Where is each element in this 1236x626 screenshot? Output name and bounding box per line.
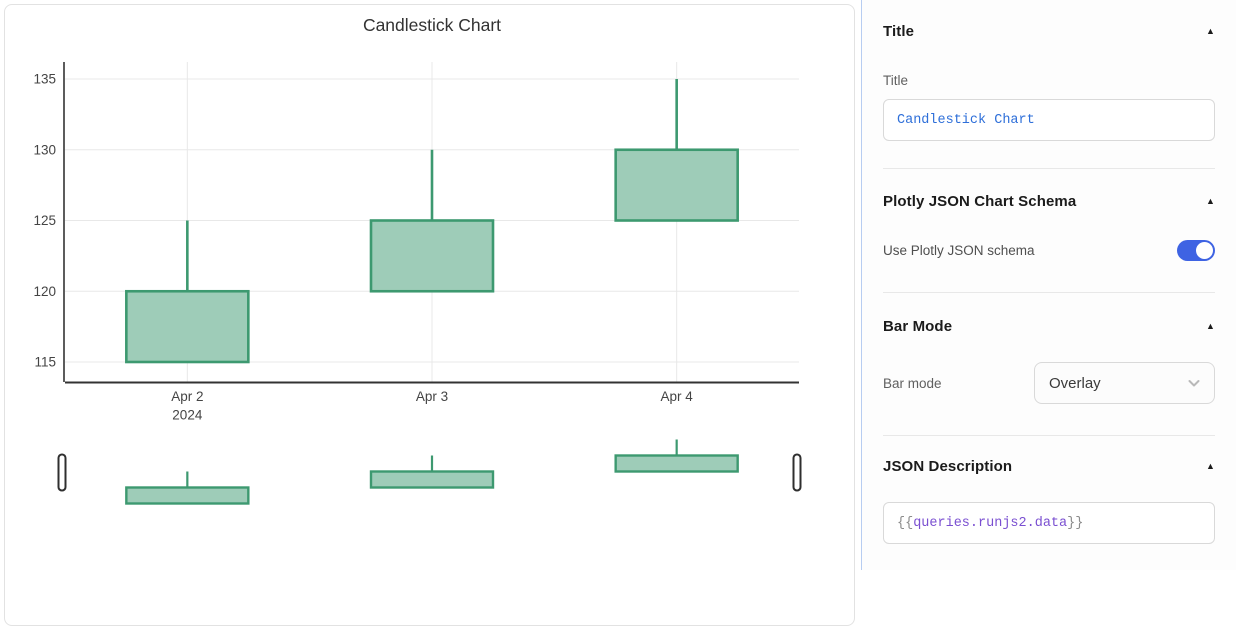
section-json-heading: JSON Description	[883, 458, 1013, 475]
candlestick[interactable]	[125, 289, 250, 364]
section-schema-header: Plotly JSON Chart Schema ▲	[883, 193, 1215, 210]
y-tick-label: 120	[33, 284, 56, 299]
y-tick-label: 125	[33, 213, 56, 228]
section-json-description: JSON Description ▲ {{queries.runjs2.data…	[883, 436, 1215, 564]
rangeslider-candlestick	[614, 454, 739, 473]
section-title-header: Title ▲	[883, 23, 1215, 40]
template-open-braces: {{	[897, 515, 914, 531]
rangeslider-left-handle[interactable]	[57, 453, 67, 492]
y-tick-label: 130	[33, 142, 56, 157]
bar-mode-select[interactable]: Overlay	[1034, 362, 1215, 404]
template-token: queries.runjs2.data	[913, 515, 1068, 531]
section-bar-mode: Bar Mode ▲ Bar mode Overlay	[883, 293, 1215, 436]
schema-toggle-label: Use Plotly JSON schema	[883, 243, 1035, 258]
json-description-input[interactable]: {{queries.runjs2.data}}	[883, 502, 1215, 544]
x-tick-label: Apr 2	[171, 389, 203, 404]
template-close-braces: }}	[1067, 515, 1084, 531]
barmode-field-label: Bar mode	[883, 375, 942, 391]
barmode-row: Bar mode Overlay	[883, 362, 1215, 404]
candlestick[interactable]	[614, 148, 739, 222]
toggle-knob	[1196, 242, 1213, 259]
collapse-icon[interactable]: ▲	[1205, 461, 1215, 471]
x-tick-label: Apr 3	[416, 389, 448, 404]
rangeslider-candlestick	[369, 470, 495, 489]
section-json-header: JSON Description ▲	[883, 458, 1215, 475]
collapse-icon[interactable]: ▲	[1205, 196, 1215, 206]
rangeslider-right-handle[interactable]	[792, 453, 802, 492]
section-plotly-json-schema: Plotly JSON Chart Schema ▲ Use Plotly JS…	[883, 169, 1215, 293]
section-barmode-header: Bar Mode ▲	[883, 318, 1215, 335]
collapse-icon[interactable]: ▲	[1205, 321, 1215, 331]
candlestick-chart[interactable]: Candlestick Chart 115 120 125 130 135 Apr 2 202…	[0, 0, 860, 570]
section-schema-heading: Plotly JSON Chart Schema	[883, 193, 1077, 210]
x-axis-year-label: 2024	[172, 408, 203, 423]
x-tick-label: Apr 4	[661, 389, 694, 404]
chevron-down-icon	[1188, 380, 1200, 387]
y-tick-label: 135	[33, 72, 56, 87]
title-field-label: Title	[883, 73, 909, 88]
rangeslider-candlestick	[125, 486, 250, 505]
collapse-icon[interactable]: ▲	[1205, 26, 1215, 36]
y-tick-label: 115	[34, 355, 56, 370]
section-title: Title ▲ Title	[883, 0, 1215, 169]
bar-mode-selected-value: Overlay	[1049, 374, 1101, 392]
inspector-panel: Title ▲ Title Plotly JSON Chart Schema ▲…	[861, 0, 1236, 570]
candlestick[interactable]	[369, 219, 495, 293]
use-plotly-json-schema-toggle[interactable]	[1177, 240, 1215, 261]
chart-title: Candlestick Chart	[363, 15, 501, 35]
section-title-heading: Title	[883, 23, 915, 40]
section-barmode-heading: Bar Mode	[883, 318, 953, 335]
schema-toggle-row: Use Plotly JSON schema	[883, 240, 1215, 261]
title-input[interactable]	[883, 99, 1215, 141]
